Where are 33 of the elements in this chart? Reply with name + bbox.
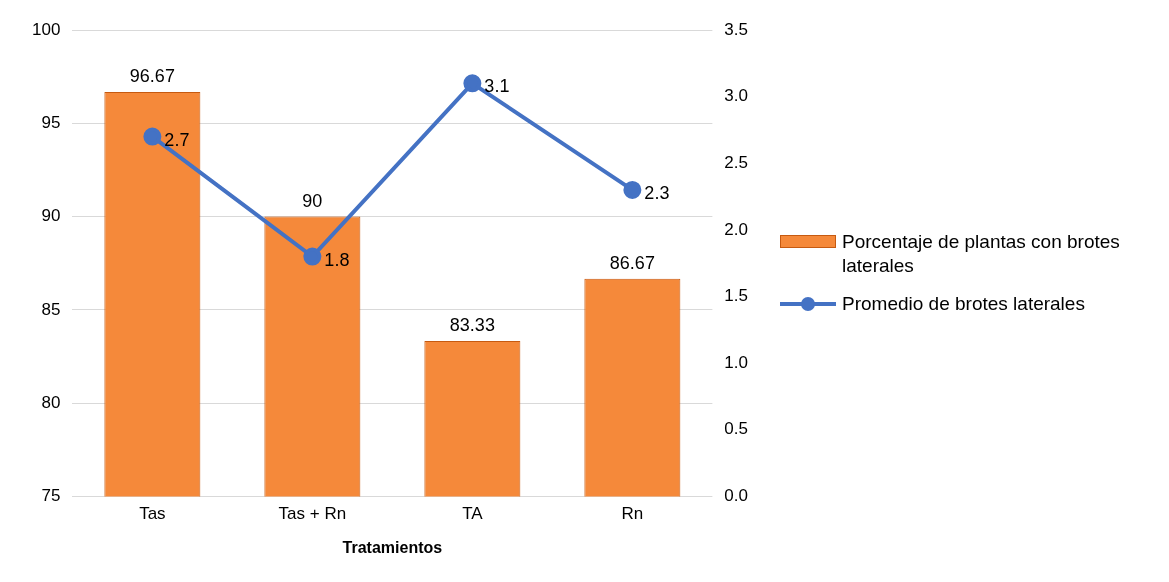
y2-tick-label: 1.0 <box>724 352 749 372</box>
point <box>143 127 162 146</box>
point <box>463 74 482 93</box>
y-tick-label: 100 <box>31 19 61 39</box>
y2-tick-label: 0.0 <box>724 486 749 506</box>
x-tick-label: TA <box>462 504 484 524</box>
data-label: 83.33 <box>449 314 495 335</box>
x-tick-label: Tas <box>139 504 166 524</box>
y2-tick-label: 3.5 <box>724 19 749 39</box>
y-tick-label: 75 <box>41 486 61 506</box>
y-tick-label: 80 <box>41 392 61 412</box>
data-label: 1.8 <box>324 249 350 270</box>
legend-label: Promedio de brotes laterales <box>842 292 1085 316</box>
x-axis-title: Tratamientos <box>342 538 443 556</box>
y-tick-label: 85 <box>41 299 61 319</box>
data-label: 2.7 <box>164 129 190 150</box>
y2-tick-label: 2.5 <box>724 152 749 172</box>
y2-tick-label: 3.0 <box>724 86 749 106</box>
y2-tick-label: 0.5 <box>724 419 749 439</box>
point <box>303 247 322 266</box>
point <box>623 180 642 199</box>
y2-tick-label: 1.5 <box>724 286 749 306</box>
data-label: 90 <box>302 190 323 211</box>
x-tick-label: Tas + Rn <box>278 504 347 524</box>
x-tick-label: Rn <box>621 504 644 524</box>
y2-tick-label: 2.0 <box>724 219 749 239</box>
data-label: 3.1 <box>484 76 510 97</box>
data-label: 2.3 <box>644 182 670 203</box>
data-label: 86.67 <box>609 252 655 273</box>
legend-label: Porcentaje de plantas con brotes laterales <box>842 230 1121 278</box>
y-tick-label: 95 <box>41 112 61 132</box>
data-label: 96.67 <box>129 66 175 87</box>
y-tick-label: 90 <box>41 206 61 226</box>
